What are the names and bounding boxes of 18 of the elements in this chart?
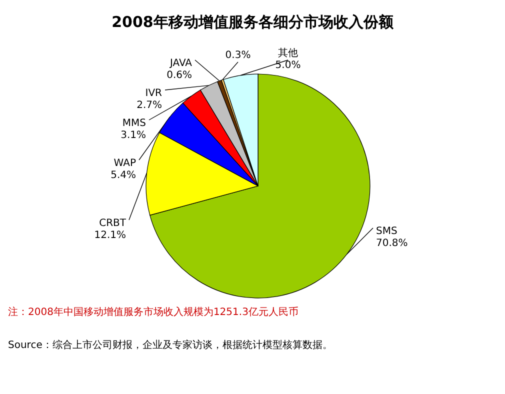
data-label: 3.1% bbox=[120, 130, 146, 141]
slice-label: 其他 bbox=[278, 47, 298, 59]
text: 注：2008年中国移动增值服务市场收入规模为1251.3亿元人民币 bbox=[8, 306, 298, 318]
slice-label: IVR bbox=[145, 88, 162, 99]
slice-label: CRBT bbox=[99, 218, 127, 229]
data-label: 12.1% bbox=[94, 230, 126, 241]
slice-label: WAP bbox=[114, 158, 136, 169]
chart-title: 2008年移动增值服务各细分市场收入份额 bbox=[112, 13, 394, 31]
data-label: 5.4% bbox=[110, 170, 136, 181]
data-label: 0.6% bbox=[166, 70, 192, 81]
slice-label: MMS bbox=[122, 118, 146, 129]
source-note: Source：综合上市公司财报，企业及专家访谈，根据统计模型核算数据。 bbox=[8, 339, 332, 351]
slice-label: JAVA bbox=[168, 58, 192, 69]
data-label: 70.8% bbox=[376, 238, 408, 249]
slice-label: SMS bbox=[376, 226, 398, 237]
data-label: 0.3% bbox=[225, 50, 251, 61]
data-label: 5.0% bbox=[275, 60, 301, 71]
data-label: 2.7% bbox=[136, 100, 162, 111]
